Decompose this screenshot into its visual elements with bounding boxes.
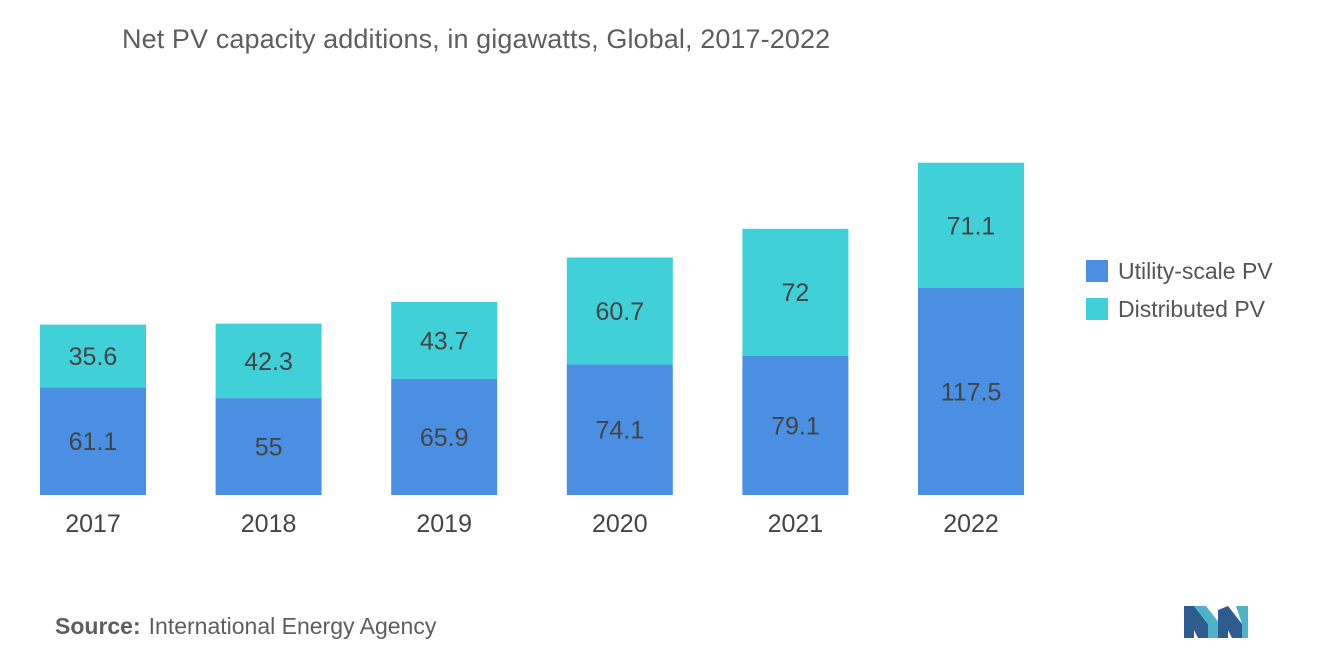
bar-distributed-2017: [40, 324, 146, 388]
bar-utility-2022: [918, 288, 1024, 495]
data-label-utility-2017: 61.1: [69, 428, 118, 456]
data-label-distributed-2019: 43.7: [420, 327, 469, 355]
legend-label-distributed: Distributed PV: [1118, 295, 1266, 322]
x-tick-label-2019: 2019: [416, 510, 472, 538]
bar-utility-2018: [215, 398, 322, 495]
chart-title: Net PV capacity additions, in gigawatts,…: [122, 24, 831, 54]
data-label-distributed-2022: 71.1: [947, 212, 996, 240]
bar-distributed-2020: [566, 257, 673, 365]
bar-utility-2021: [742, 355, 849, 495]
legend: Utility-scale PV Distributed PV: [1086, 252, 1273, 328]
source-text: International Energy Agency: [148, 613, 437, 639]
bar-distributed-2019: [391, 301, 498, 379]
x-tick-label-2022: 2022: [943, 510, 999, 538]
bar-distributed-2022: [918, 162, 1024, 288]
data-label-distributed-2021: 72: [781, 279, 809, 307]
x-tick-label-2021: 2021: [768, 510, 824, 538]
bar-utility-2020: [566, 364, 673, 495]
source-note: Source: International Energy Agency: [55, 613, 436, 640]
x-tick-label-2017: 2017: [65, 510, 121, 538]
legend-label-utility: Utility-scale PV: [1118, 257, 1273, 284]
data-label-distributed-2017: 35.6: [69, 343, 118, 371]
legend-item-utility: Utility-scale PV: [1086, 252, 1273, 290]
x-axis-ticks: 2017 2018 2019 2020 2021 2022: [65, 510, 999, 538]
data-label-utility-2022: 117.5: [941, 379, 1002, 407]
bar-distributed-2021: [742, 228, 849, 356]
legend-swatch-utility: [1086, 260, 1108, 282]
x-tick-label-2020: 2020: [592, 510, 648, 538]
data-labels-group: 61.1 35.6 55 42.3 65.9 43.7 74.1 60.7 79.1 72 117.…: [69, 212, 1002, 461]
source-label: Source:: [55, 613, 141, 639]
bar-utility-2017: [40, 387, 146, 495]
data-label-utility-2018: 55: [255, 434, 283, 462]
brand-logo: [1184, 606, 1248, 638]
data-label-utility-2020: 74.1: [595, 417, 644, 445]
bar-distributed-2018: [215, 323, 322, 399]
data-label-distributed-2020: 60.7: [595, 298, 644, 326]
data-label-utility-2021: 79.1: [771, 412, 820, 440]
x-tick-label-2018: 2018: [241, 510, 297, 538]
bars-group: [40, 162, 1024, 495]
data-label-distributed-2018: 42.3: [244, 348, 293, 376]
legend-item-distributed: Distributed PV: [1086, 290, 1273, 328]
legend-swatch-distributed: [1086, 298, 1108, 320]
data-label-utility-2019: 65.9: [420, 424, 469, 452]
bar-utility-2019: [391, 378, 498, 495]
